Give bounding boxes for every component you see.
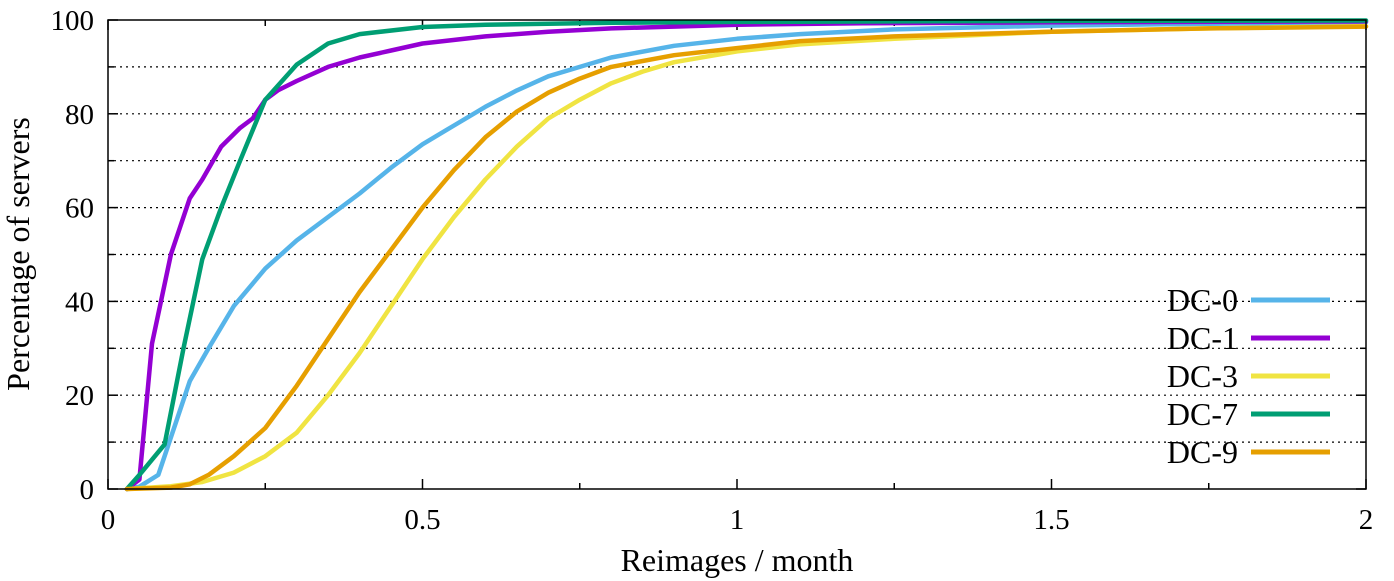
y-tick-label: 20 [65, 380, 94, 412]
plot-frame [107, 19, 1367, 490]
x-tick-label: 1.5 [1033, 504, 1069, 536]
x-tick-label: 0.5 [404, 504, 440, 536]
legend: DC-0DC-1DC-3DC-7DC-9 [1167, 282, 1330, 470]
y-axis-tick-labels: 0 20 40 60 80 100 [51, 5, 95, 506]
legend-label-dc-9: DC-9 [1167, 434, 1238, 470]
y-tick-label: 80 [65, 99, 94, 131]
legend-label-dc-3: DC-3 [1167, 358, 1238, 394]
y-tick-label: 60 [65, 193, 94, 225]
series-lines [124, 18, 1369, 492]
y-tick-label: 0 [80, 474, 95, 506]
y-axis-title: Percentage of servers [0, 117, 36, 391]
x-tick-label: 2 [1359, 504, 1374, 536]
series-line-dc-1 [124, 19, 1369, 492]
legend-label-dc-0: DC-0 [1167, 282, 1238, 318]
series-line-dc-7 [124, 18, 1369, 492]
y-tick-label: 100 [51, 5, 95, 37]
series-line-dc-3 [124, 23, 1369, 492]
legend-label-dc-1: DC-1 [1167, 320, 1238, 356]
x-tick-label: 0 [101, 504, 116, 536]
x-axis-title: Reimages / month [621, 542, 854, 578]
series-line-dc-0 [124, 20, 1369, 492]
series-line-dc-9 [124, 24, 1369, 492]
y-tick-label: 40 [65, 286, 94, 318]
x-tick-label: 1 [730, 504, 745, 536]
x-axis-tick-labels: 0 0.5 1 1.5 2 [101, 504, 1374, 536]
legend-label-dc-7: DC-7 [1167, 396, 1238, 432]
